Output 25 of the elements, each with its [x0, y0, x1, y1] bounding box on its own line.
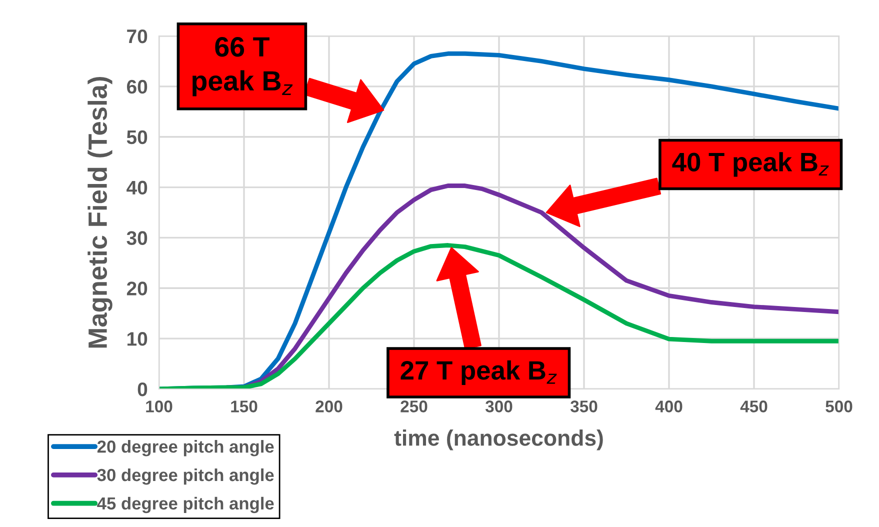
- x-tick-label: 150: [231, 400, 258, 412]
- x-tick-label: 200: [316, 400, 342, 412]
- legend-label: 20 degree pitch angle: [97, 440, 274, 456]
- y-tick-label: 60: [126, 80, 148, 94]
- y-tick-label: 70: [127, 29, 148, 44]
- x-axis-title: time (nanoseconds): [394, 430, 603, 450]
- x-tick-label: 450: [740, 400, 768, 412]
- annotation: 40 T peak B$_{z}$: [672, 152, 829, 177]
- x-tick-label: 100: [146, 400, 172, 412]
- legend-label: 30 degree pitch angle: [97, 468, 274, 485]
- y-tick-label: 10: [127, 332, 148, 346]
- y-tick-label: 20: [126, 282, 148, 296]
- legend-label: 45 degree pitch angle: [97, 496, 274, 514]
- x-tick-label: 400: [655, 400, 682, 412]
- y-tick-label: 50: [126, 130, 148, 144]
- x-tick-label: 250: [400, 400, 428, 412]
- x-tick-label: 300: [485, 400, 512, 412]
- y-axis-title: Magnetic Field (Tesla): [88, 76, 112, 348]
- annotation: 27 T peak B$_{z}$: [400, 360, 557, 385]
- x-tick-label: 500: [826, 400, 852, 412]
- y-tick-label: 40: [126, 180, 148, 195]
- y-tick-label: 0: [138, 382, 148, 396]
- x-tick-label: 350: [570, 400, 598, 412]
- y-tick-label: 30: [126, 231, 148, 245]
- annotation: 66 T peak B$_{z}$: [192, 37, 293, 96]
